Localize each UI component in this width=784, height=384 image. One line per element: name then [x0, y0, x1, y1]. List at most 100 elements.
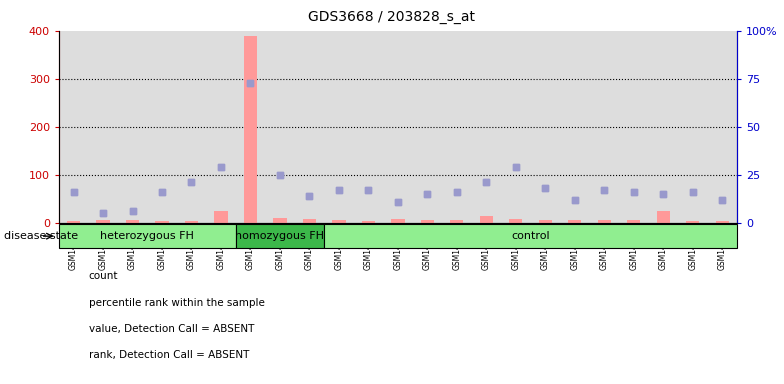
Bar — [627, 220, 641, 223]
Point — [480, 179, 492, 185]
Bar — [678, 31, 707, 223]
Point — [391, 199, 405, 205]
Bar — [480, 215, 493, 223]
Bar — [597, 220, 611, 223]
Bar — [67, 221, 80, 223]
Bar — [303, 219, 316, 223]
Point — [539, 185, 552, 191]
FancyBboxPatch shape — [59, 224, 236, 248]
Point — [687, 189, 699, 195]
Text: percentile rank within the sample: percentile rank within the sample — [89, 298, 264, 308]
Point — [598, 187, 611, 193]
FancyBboxPatch shape — [324, 224, 737, 248]
Text: value, Detection Call = ABSENT: value, Detection Call = ABSENT — [89, 324, 254, 334]
Bar — [176, 31, 206, 223]
Text: homozygous FH: homozygous FH — [235, 231, 325, 241]
Bar — [67, 221, 80, 223]
Point — [156, 189, 169, 195]
Point — [303, 193, 316, 199]
Point — [274, 172, 286, 178]
Point — [332, 187, 345, 193]
Bar — [214, 211, 227, 223]
Bar — [274, 218, 287, 223]
Point — [421, 191, 434, 197]
Point — [215, 164, 227, 170]
Bar — [324, 31, 354, 223]
Bar — [686, 221, 699, 223]
Bar — [126, 220, 139, 223]
Bar — [89, 31, 118, 223]
Bar — [480, 215, 493, 223]
Bar — [509, 219, 522, 223]
Point — [657, 191, 670, 197]
Bar — [590, 31, 619, 223]
Point — [126, 208, 139, 214]
Point — [568, 197, 581, 203]
Bar — [185, 221, 198, 223]
Point — [687, 189, 699, 195]
Bar — [619, 31, 648, 223]
Bar — [147, 31, 176, 223]
Text: count: count — [89, 271, 118, 281]
Bar — [686, 221, 699, 223]
Bar — [539, 220, 552, 223]
Bar — [354, 31, 383, 223]
Point — [303, 193, 316, 199]
Point — [568, 197, 581, 203]
Bar — [509, 219, 522, 223]
Bar — [126, 220, 139, 223]
Point — [332, 187, 345, 193]
Point — [96, 210, 109, 216]
Bar — [391, 219, 405, 223]
Bar — [450, 220, 463, 223]
Point — [716, 197, 728, 203]
Point — [362, 187, 375, 193]
Bar — [274, 218, 287, 223]
Bar — [531, 31, 560, 223]
Bar — [421, 220, 434, 223]
Bar — [657, 211, 670, 223]
Bar — [707, 31, 737, 223]
Point — [391, 199, 405, 205]
Point — [421, 191, 434, 197]
Point — [480, 179, 492, 185]
Point — [716, 197, 728, 203]
Bar — [383, 31, 412, 223]
Bar — [568, 220, 582, 223]
Bar — [361, 221, 375, 223]
Bar — [96, 220, 110, 223]
FancyBboxPatch shape — [236, 224, 324, 248]
Bar — [421, 220, 434, 223]
Bar — [716, 221, 729, 223]
Point — [274, 172, 286, 178]
Point — [244, 79, 256, 86]
Bar — [206, 31, 236, 223]
Text: GDS3668 / 203828_s_at: GDS3668 / 203828_s_at — [308, 10, 476, 23]
Point — [657, 191, 670, 197]
Bar — [412, 31, 442, 223]
Bar — [303, 219, 316, 223]
Point — [627, 189, 640, 195]
Point — [510, 164, 522, 170]
Point — [215, 164, 227, 170]
Point — [96, 210, 109, 216]
Text: rank, Detection Call = ABSENT: rank, Detection Call = ABSENT — [89, 350, 249, 360]
Bar — [657, 211, 670, 223]
Bar — [450, 220, 463, 223]
Bar — [332, 220, 346, 223]
Bar — [539, 220, 552, 223]
Point — [451, 189, 463, 195]
Bar — [560, 31, 590, 223]
Text: heterozygous FH: heterozygous FH — [100, 231, 194, 241]
Point — [510, 164, 522, 170]
Bar — [244, 36, 257, 223]
Bar — [155, 221, 169, 223]
Bar — [332, 220, 346, 223]
Bar — [155, 221, 169, 223]
Bar — [265, 31, 295, 223]
Point — [539, 185, 552, 191]
Bar — [59, 31, 89, 223]
Bar — [236, 31, 265, 223]
Point — [185, 179, 198, 185]
Bar — [568, 220, 582, 223]
